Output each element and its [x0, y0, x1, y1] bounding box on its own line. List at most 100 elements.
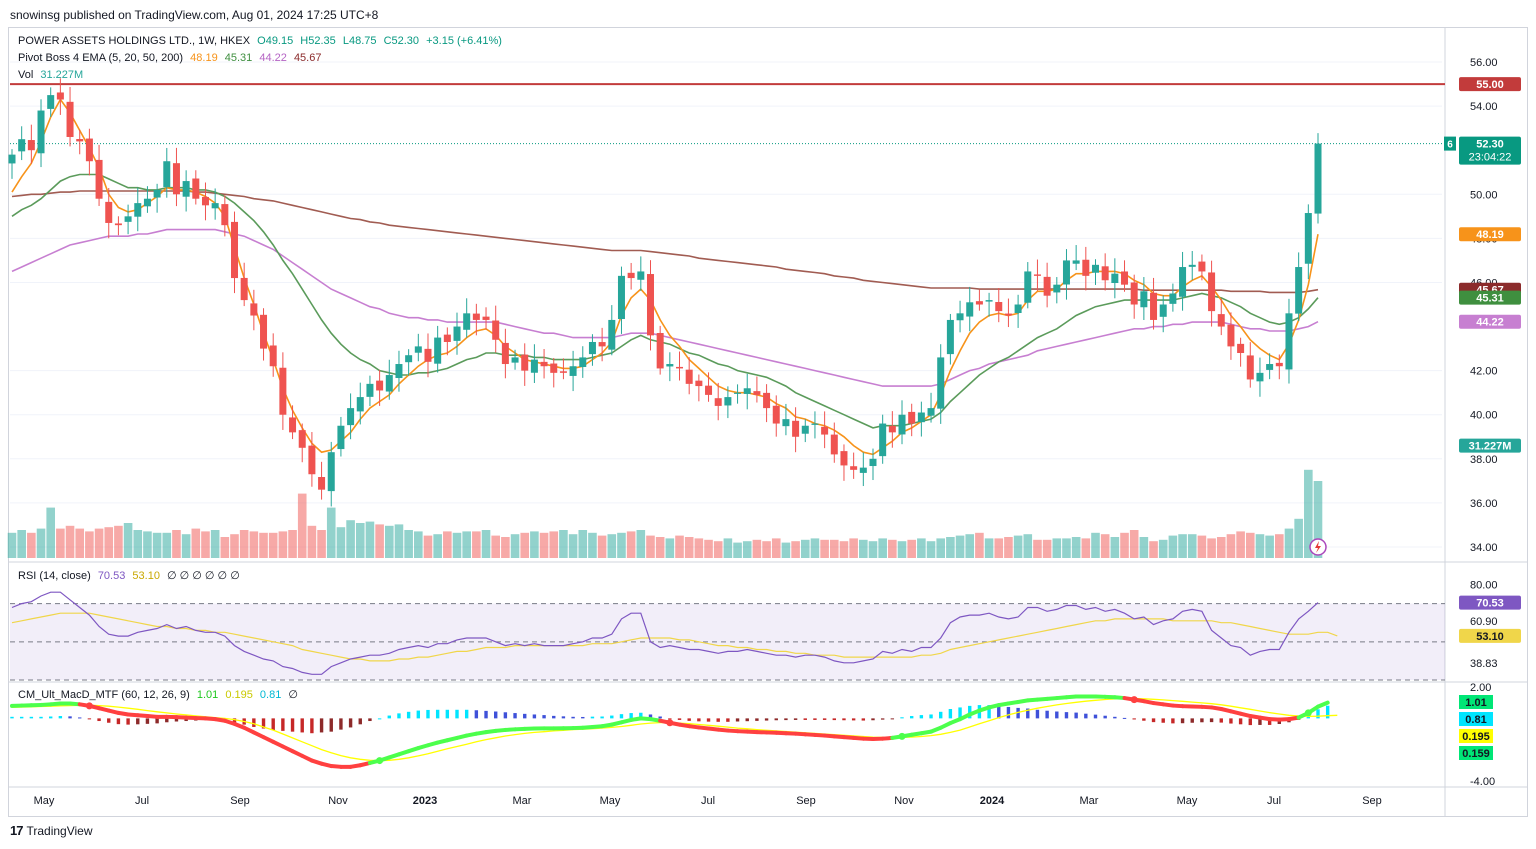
tradingview-logo[interactable]: 17 TradingView [10, 823, 93, 838]
macd-histogram-bar [1229, 718, 1233, 724]
candle-body [569, 366, 577, 376]
macd-histogram-bar [619, 714, 624, 719]
candle-body [927, 408, 935, 416]
volume-bar [230, 534, 239, 558]
volume-bar [365, 521, 375, 558]
time-tick-label: Sep [1362, 795, 1382, 807]
macd-histogram-bar [822, 718, 827, 720]
macd-histogram-bar [890, 718, 895, 720]
macd-histogram-bar [764, 718, 769, 721]
candle-body [27, 140, 35, 151]
candle-body [617, 275, 625, 320]
lightning-icon-bolt [1315, 541, 1321, 553]
volume-bars [7, 469, 1323, 558]
volume-bar [617, 532, 626, 558]
macd-extra: ∅ [288, 689, 298, 701]
candle-body [308, 445, 316, 475]
macd-legend: CM_Ult_MacD_MTF (60, 12, 26, 9) 1.01 0.1… [18, 688, 302, 701]
candle-body [627, 272, 635, 279]
volume-bar [423, 535, 433, 558]
candle-body [830, 434, 838, 455]
candle-body [1033, 274, 1041, 276]
volume-bar [268, 532, 278, 558]
candle-body [18, 139, 26, 152]
ema200-value: 45.67 [293, 52, 322, 64]
volume-bar [317, 530, 326, 558]
ohlc-low: L48.75 [342, 35, 377, 47]
macd-histogram-bar [29, 716, 34, 719]
candle-body [850, 466, 858, 470]
candle-body [1246, 355, 1254, 380]
decor [1309, 538, 1327, 556]
macd-histogram-bar [542, 715, 546, 719]
macd-histogram-bar [610, 715, 614, 719]
volume-bar [878, 538, 887, 558]
macd-cross-dot [376, 757, 384, 765]
volume-bar [607, 534, 617, 558]
macd-histogram-bar [58, 716, 63, 719]
candle-body [656, 332, 664, 369]
macd-histogram-bar [116, 718, 121, 725]
price-marker-badge [1459, 136, 1521, 165]
macd-histogram-bar [445, 709, 450, 719]
macd-histogram-bar [997, 705, 1001, 719]
macd-histogram-bar [290, 718, 295, 732]
volume-bar [94, 528, 104, 558]
candle-body [356, 397, 364, 412]
macd-histogram-bar [435, 709, 440, 719]
volume-bar [133, 530, 143, 558]
volume-bar [1294, 518, 1303, 558]
macd-marker-badge [1459, 729, 1493, 743]
macd-histogram-bar [1180, 718, 1185, 724]
volume-bar [1275, 534, 1284, 558]
candle-body [753, 391, 761, 395]
volume-bar [781, 542, 791, 558]
macd-histogram-bar [590, 716, 595, 719]
volume-bar [1149, 541, 1158, 558]
time-tick-label: Mar [1080, 795, 1099, 807]
price-marker-badge [1459, 314, 1521, 329]
macd-histogram-bar [813, 718, 817, 720]
macd-histogram-bar [136, 718, 140, 725]
rsi-line [11, 591, 1319, 675]
candle-body [559, 371, 567, 373]
volume-bar [800, 539, 810, 558]
macd-histogram-bar [1113, 716, 1117, 719]
macd-histogram-bar [861, 718, 866, 721]
candle-body [318, 477, 326, 490]
volume-bar [510, 534, 520, 558]
candle-body [1004, 313, 1012, 316]
volume-bar [946, 537, 955, 558]
candle-body [85, 138, 93, 162]
volume-bar [1081, 538, 1091, 558]
chart-frame[interactable] [8, 27, 1528, 817]
candle-body [443, 334, 451, 342]
macd-cross-dot [85, 702, 93, 710]
tradingview-logo-icon: 17 [10, 823, 24, 838]
candle-body [56, 92, 64, 100]
ema200-line [11, 190, 1319, 294]
volume-bar [965, 534, 975, 558]
macd-histogram-bar [319, 718, 324, 733]
macd-histogram-bar [348, 718, 353, 728]
candle-body [1082, 259, 1090, 276]
volume-bar [975, 532, 984, 558]
candle-body [250, 303, 258, 316]
candle-body [792, 420, 800, 437]
macd-histogram-bar [629, 713, 633, 719]
macd-histogram-bar [958, 707, 962, 719]
volume-bar [723, 538, 733, 558]
rsi-tick-label: 60.90 [1470, 616, 1498, 628]
volume-bar [868, 541, 878, 558]
macd-marker-label: 0.159 [1462, 748, 1490, 760]
ohlc-open: O49.15 [257, 35, 294, 47]
volume-bar [278, 531, 288, 558]
volume-bar [239, 530, 249, 558]
rsi-tick-label: 38.83 [1470, 658, 1498, 670]
candle-body [734, 392, 742, 394]
volume-bar [762, 541, 771, 558]
symbol-legend: POWER ASSETS HOLDINGS LTD., 1W, HKEX O49… [18, 35, 506, 47]
macd-histogram-bar [1093, 714, 1098, 719]
candle-body [124, 216, 132, 222]
